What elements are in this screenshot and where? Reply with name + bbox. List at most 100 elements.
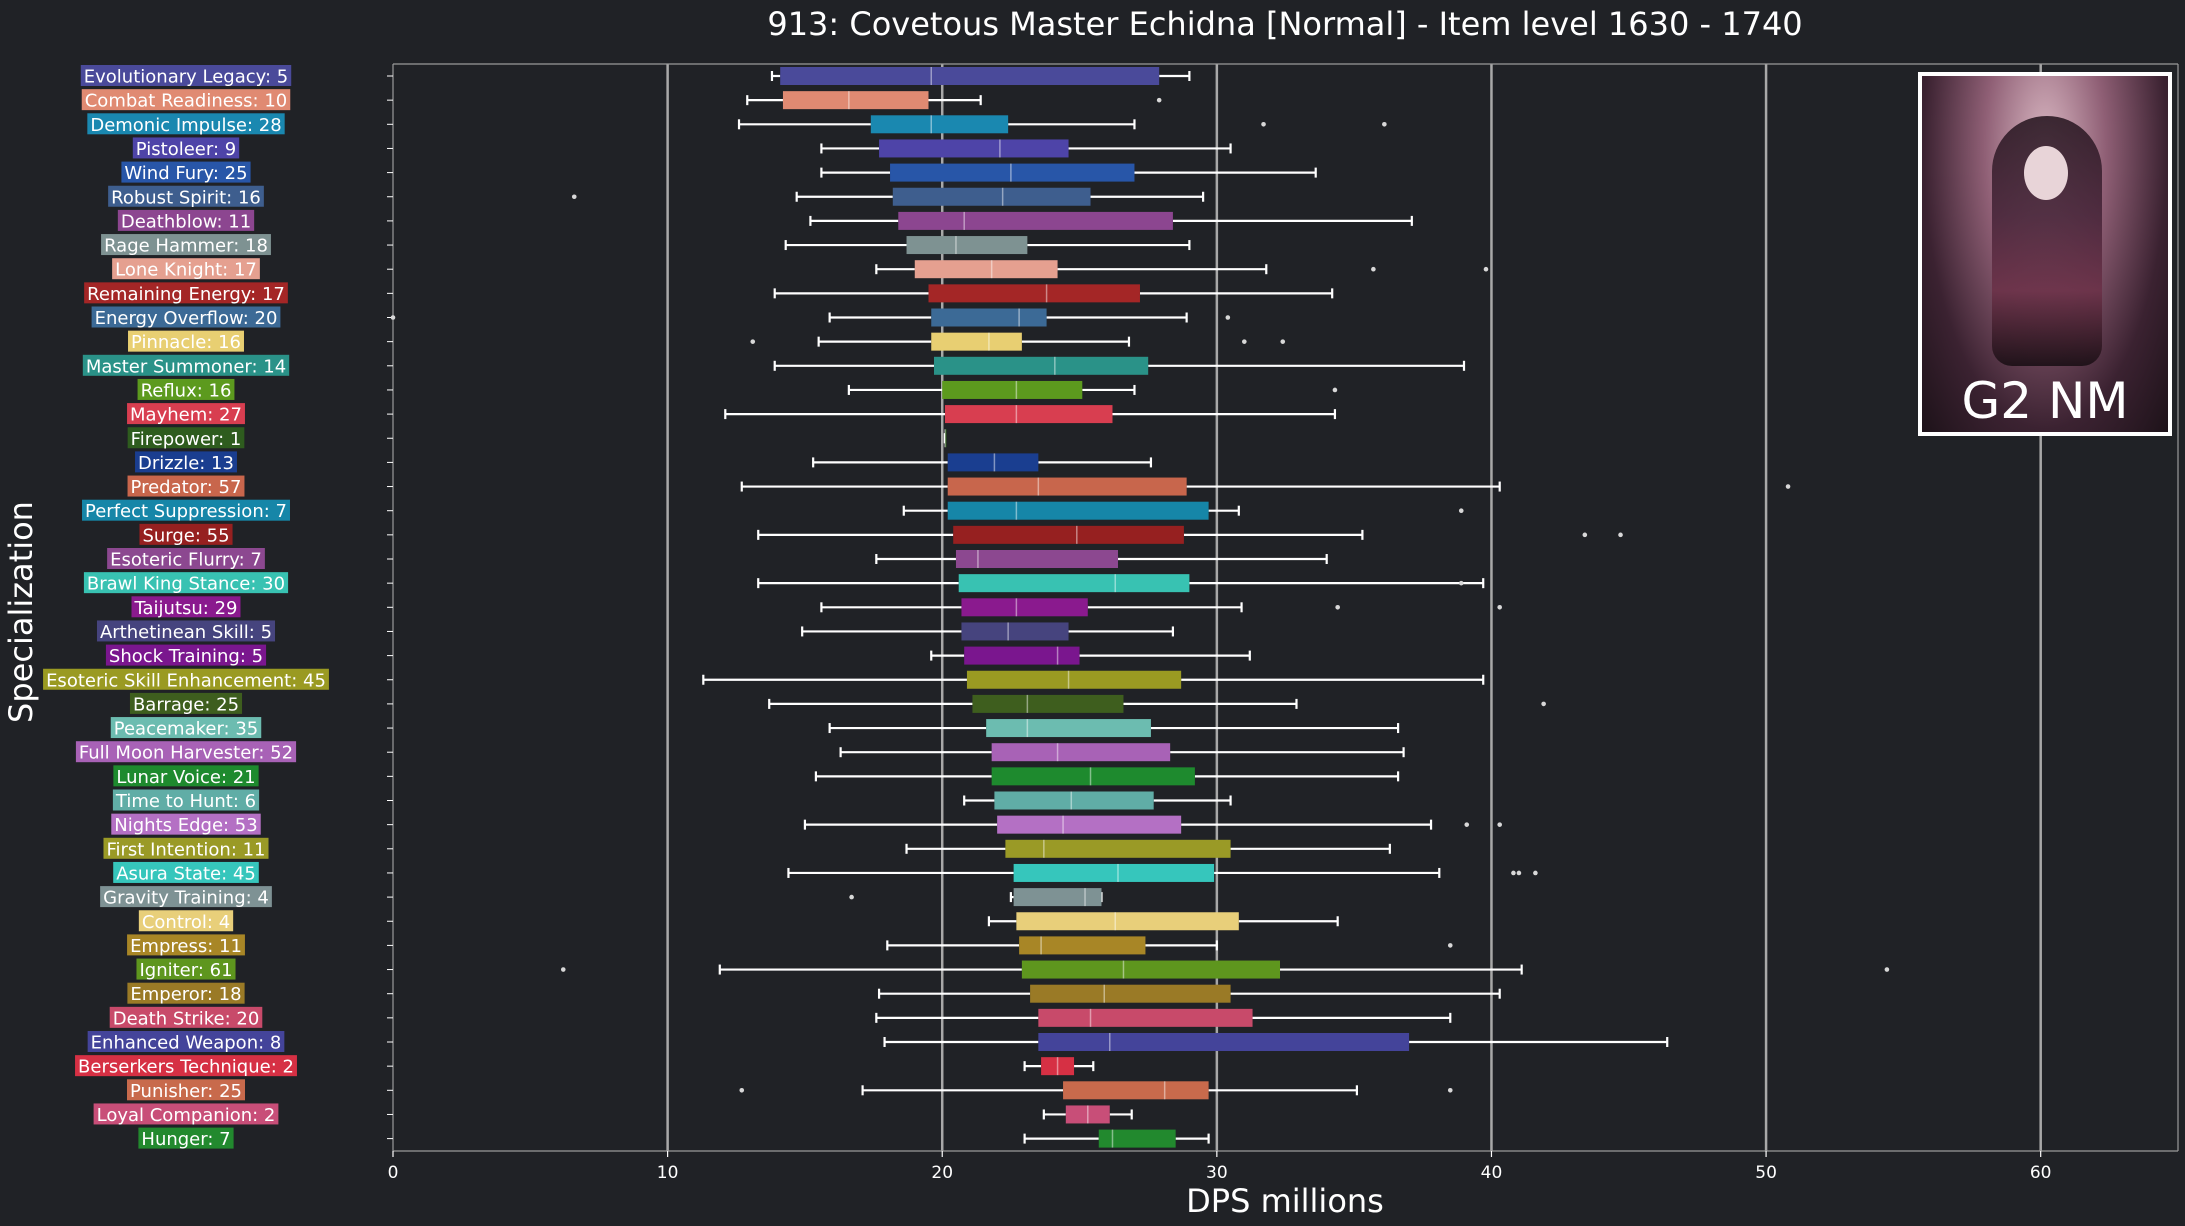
- outlier-point: [1261, 122, 1266, 127]
- box-layer: [390, 67, 1890, 1148]
- spec-label-text: Predator: 57: [131, 477, 242, 498]
- spec-label-bg: [127, 427, 245, 449]
- spec-label: Evolutionary Legacy: 5: [80, 65, 292, 88]
- spec-label: Lunar Voice: 21: [113, 765, 259, 788]
- spec-label-bg: [121, 161, 251, 183]
- spec-label-bg: [139, 523, 233, 545]
- spec-label-bg: [138, 1127, 234, 1149]
- spec-label-bg: [127, 475, 245, 497]
- spec-label-bg: [87, 113, 285, 135]
- spec-label-text: Full Moon Harvester: 52: [79, 743, 293, 764]
- boss-portrait-image: G2 NM: [1918, 72, 2172, 436]
- spec-label: Pinnacle: 16: [128, 330, 244, 353]
- box: [1041, 1057, 1075, 1076]
- spec-label: Barrage: 25: [129, 692, 243, 715]
- spec-label: Pistoleer: 9: [132, 137, 240, 160]
- outlier-point: [1458, 580, 1464, 586]
- box: [1098, 1129, 1176, 1148]
- spec-label: Combat Readiness: 10: [81, 89, 291, 112]
- outlier-point: [1225, 315, 1231, 320]
- outlier-point: [1582, 532, 1588, 538]
- x-tick-label-10: 10: [657, 1163, 679, 1183]
- box: [944, 429, 947, 448]
- box: [955, 550, 1118, 568]
- outlier-point: [1516, 870, 1522, 876]
- box: [1063, 1081, 1209, 1100]
- box: [1013, 863, 1215, 882]
- spec-label: Esoteric Flurry: 7: [107, 548, 265, 571]
- spec-label-text: Perfect Suppression: 7: [85, 501, 287, 522]
- spec-label: Control: 4: [138, 910, 234, 933]
- box: [942, 380, 1083, 399]
- box: [906, 236, 1028, 255]
- spec-label-text: Time to Hunt: 6: [115, 791, 256, 812]
- spec-label-bg: [135, 451, 237, 473]
- spec-label: Loyal Companion: 2: [93, 1103, 279, 1126]
- portrait-face: [2024, 146, 2068, 200]
- spec-label-text: Pistoleer: 9: [136, 139, 236, 160]
- box: [931, 332, 1022, 351]
- outlier-point: [1785, 484, 1791, 489]
- box: [1016, 912, 1239, 931]
- spec-label-text: Gravity Training: 4: [103, 888, 269, 909]
- box: [947, 501, 1209, 520]
- outlier-point: [1242, 339, 1247, 344]
- spec-label-text: Demonic Impulse: 28: [90, 115, 281, 136]
- axes-layer: 0 10 20 30 40 50 60: [387, 63, 2179, 1183]
- spec-label: Robust Spirit: 16: [108, 185, 264, 208]
- spec-label-text: Remaining Energy: 17: [87, 284, 285, 305]
- spec-label-text: Firepower: 1: [131, 429, 242, 450]
- outlier-point: [560, 967, 566, 972]
- outlier-point: [571, 194, 577, 200]
- outlier-point: [1280, 339, 1286, 344]
- spec-label-text: Evolutionary Legacy: 5: [84, 67, 288, 88]
- spec-label: Death Strike: 20: [109, 1006, 263, 1029]
- spec-label: Surge: 55: [139, 523, 233, 546]
- spec-label-bg: [81, 89, 291, 111]
- spec-label-text: Pinnacle: 16: [131, 332, 241, 353]
- spec-label: Peacemaker: 35: [110, 717, 262, 740]
- box: [994, 791, 1154, 810]
- spec-label: Mayhem: 27: [127, 403, 245, 426]
- spec-label: Rage Hammer: 18: [101, 234, 271, 257]
- spec-label-text: Drizzle: 13: [138, 453, 234, 474]
- box: [1030, 984, 1231, 1003]
- box: [1038, 1033, 1410, 1051]
- spec-label: Punisher: 25: [127, 1079, 245, 1102]
- box: [991, 767, 1195, 786]
- spec-label: Brawl King Stance: 30: [83, 572, 289, 595]
- box: [870, 115, 1009, 134]
- inset-label: G2 NM: [1961, 372, 2129, 430]
- box: [928, 284, 1140, 303]
- x-tick-label-0: 0: [388, 1163, 399, 1183]
- spec-label: Full Moon Harvester: 52: [75, 741, 297, 764]
- box: [1013, 888, 1102, 907]
- box: [898, 211, 1173, 230]
- outlier-point: [1541, 701, 1546, 707]
- box: [958, 574, 1190, 593]
- spec-label: Firepower: 1: [127, 427, 245, 450]
- box: [961, 598, 1088, 617]
- spec-label-bg: [112, 258, 260, 280]
- spec-label-text: Esoteric Flurry: 7: [110, 550, 262, 571]
- box: [991, 743, 1171, 762]
- spec-label-text: Lunar Voice: 21: [116, 767, 255, 788]
- spec-label-text: Emperor: 18: [130, 984, 241, 1005]
- spec-label-bg: [87, 1031, 285, 1052]
- spec-label-text: Surge: 55: [142, 525, 229, 546]
- spec-label: Demonic Impulse: 28: [87, 113, 285, 136]
- spec-label-text: Berserkers Technique: 2: [78, 1057, 294, 1078]
- x-tick-label-40: 40: [1481, 1163, 1503, 1183]
- outlier-point: [1447, 943, 1453, 948]
- spec-label-text: First Intention: 11: [106, 839, 265, 860]
- spec-label: First Intention: 11: [103, 837, 269, 860]
- box: [986, 719, 1151, 738]
- spec-label-text: Mayhem: 27: [130, 405, 242, 426]
- spec-label-bg: [131, 596, 241, 618]
- spec-label: Deathblow: 11: [117, 209, 255, 232]
- spec-label-text: Empress: 11: [130, 936, 242, 957]
- spec-label-text: Wind Fury: 25: [124, 163, 247, 184]
- spec-label: Remaining Energy: 17: [84, 282, 288, 305]
- spec-label-bg: [110, 717, 262, 739]
- box: [944, 405, 1113, 424]
